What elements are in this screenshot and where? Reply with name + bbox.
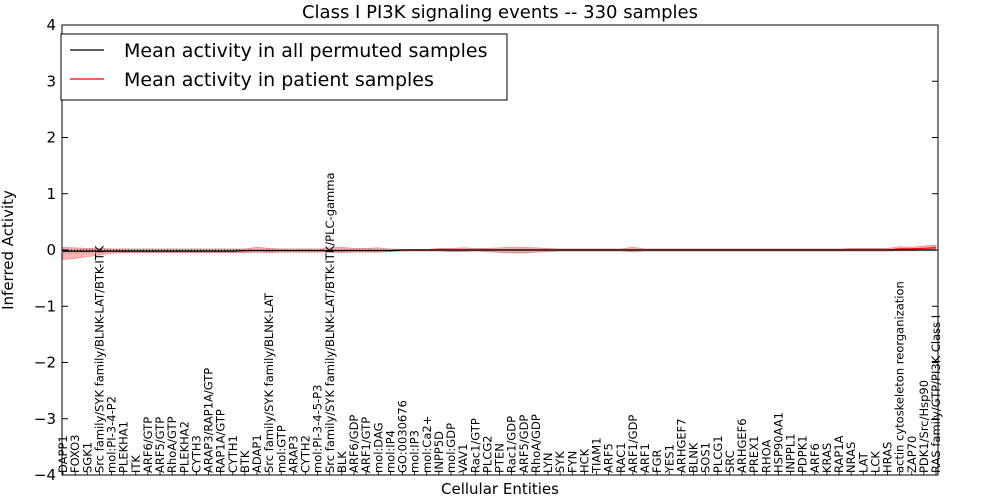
x-tick-label: BLNK bbox=[687, 442, 701, 473]
y-tick-label: 3 bbox=[46, 72, 56, 90]
x-tick-label: Src family/SYK family/BLNK-LAT/BTK-ITK bbox=[92, 245, 106, 473]
y-axis: −4 −3 −2 −1 0 1 2 3 4 bbox=[34, 16, 938, 484]
x-tick-label: PTEN bbox=[493, 443, 507, 473]
x-axis-title: Cellular Entities bbox=[441, 480, 559, 498]
x-tick-label: PLEKHA1 bbox=[117, 421, 131, 473]
y-tick-label: 4 bbox=[46, 16, 56, 34]
x-tick-label: PREX1 bbox=[747, 436, 761, 473]
x-tick-label: ARF6 bbox=[808, 443, 822, 473]
x-tick-label: ARF1/GTP bbox=[359, 417, 373, 473]
x-tick-label: mol:IP4 bbox=[383, 430, 397, 473]
x-tick-label: FGR bbox=[650, 449, 664, 473]
x-tick-label: HCK bbox=[577, 448, 591, 473]
x-tick-label: PLEKHA2 bbox=[177, 421, 191, 473]
x-tick-label: mol:Ca2+ bbox=[420, 416, 434, 473]
x-tick-label: CYTH3 bbox=[189, 435, 203, 473]
x-tick-label: SOS1 bbox=[699, 442, 713, 473]
x-tick-label: Rac1/GTP bbox=[468, 418, 482, 473]
x-tick-label: CYTH1 bbox=[226, 435, 240, 473]
x-tick-label: HRAS bbox=[881, 442, 895, 473]
legend-box bbox=[60, 33, 508, 101]
y-tick-label: −1 bbox=[34, 297, 56, 315]
x-tick-label: ZAP70 bbox=[905, 436, 919, 473]
x-tick-label: ARF6/GTP bbox=[141, 417, 155, 473]
y-tick-label: −3 bbox=[34, 410, 56, 428]
x-tick-label: mol:DAG bbox=[371, 422, 385, 473]
x-tick-label: TIAM1 bbox=[590, 437, 604, 474]
x-tick-label: ARF1/GDP bbox=[626, 415, 640, 473]
y-tick-label: −2 bbox=[34, 354, 56, 372]
x-tick-label: KRAS bbox=[820, 443, 834, 473]
x-tick-label: ARHGEF6 bbox=[735, 418, 749, 473]
x-tick-label: mol:PI-3-4-5-P3 bbox=[311, 385, 325, 473]
y-tick-label: 0 bbox=[46, 241, 56, 259]
x-tick-label: RhoA/GTP bbox=[165, 416, 179, 473]
x-tick-label: FYN bbox=[565, 451, 579, 473]
x-tick-label: RAS family/GTP/PI3K Class I bbox=[929, 315, 943, 473]
x-tick-label: PDPK1 bbox=[796, 435, 810, 473]
legend-label-patient: Mean activity in patient samples bbox=[124, 69, 434, 91]
x-tick-label: RAC1 bbox=[614, 442, 628, 473]
x-tick-label: PLCG2 bbox=[480, 435, 494, 473]
x-tick-label: ARF5/GDP bbox=[517, 415, 531, 473]
x-tick-label: DAPP1 bbox=[56, 435, 70, 473]
x-tick-label: RAP1A/GTP bbox=[214, 409, 228, 473]
legend: Mean activity in all permuted samples Me… bbox=[60, 33, 508, 101]
x-tick-label: PLCG1 bbox=[711, 435, 725, 473]
x-tick-label: NRAS bbox=[844, 442, 858, 473]
x-tick-label: INPPL1 bbox=[784, 433, 798, 473]
x-tick-label: ARAP3/RAP1A/GTP bbox=[202, 368, 216, 473]
x-tick-label: ADAP1 bbox=[250, 434, 264, 473]
x-tick-label: mol:GDP bbox=[444, 423, 458, 473]
x-tick-label: LAT bbox=[856, 451, 870, 473]
x-tick-label: BTK bbox=[238, 450, 252, 473]
x-tick-label: ARF1 bbox=[638, 443, 652, 473]
confidence-bands bbox=[62, 244, 937, 260]
series-line-0 bbox=[63, 249, 936, 252]
x-tick-label: YES1 bbox=[662, 444, 676, 474]
x-tick-label: mol:GTP bbox=[274, 425, 288, 473]
x-tick-label: actin cytoskeleton reorganization bbox=[893, 281, 907, 473]
y-tick-label: 1 bbox=[46, 185, 56, 203]
x-tick-label: SRC bbox=[723, 450, 737, 473]
x-tick-label: ARF5/GTP bbox=[153, 417, 167, 473]
series-lines bbox=[62, 247, 938, 252]
x-tick-label: Src family/SYK family/BLNK-LAT bbox=[262, 292, 276, 473]
x-tick-label: LYN bbox=[541, 452, 555, 473]
x-tick-label: mol:IP3 bbox=[408, 430, 422, 473]
legend-label-permuted: Mean activity in all permuted samples bbox=[124, 40, 487, 62]
x-tick-label: PDK1/Src/Hsp90 bbox=[917, 380, 931, 473]
y-axis-title: Inferred Activity bbox=[0, 190, 17, 310]
x-tick-label: BLK bbox=[335, 451, 349, 473]
x-tick-label: HSP90AA1 bbox=[771, 412, 785, 473]
chart-title: Class I PI3K signaling events -- 330 sam… bbox=[302, 2, 698, 23]
x-tick-label: Src family/SYK family/BLNK-LAT/BTK-ITK/P… bbox=[323, 173, 337, 474]
x-tick-label: mol:PI-3-4-P2 bbox=[105, 396, 119, 473]
x-tick-label: RHOA bbox=[759, 440, 773, 473]
x-tick-label: LCK bbox=[868, 451, 882, 473]
x-tick-label: SYK bbox=[553, 451, 567, 473]
x-tick-label: GO:0030676 bbox=[396, 400, 410, 473]
x-tick-label: ITK bbox=[129, 455, 143, 473]
x-tick-label: RAP1A bbox=[832, 435, 846, 473]
x-tick-label: ARAP3 bbox=[286, 435, 300, 473]
y-tick-label: 2 bbox=[46, 129, 56, 147]
x-tick-label: ARHGEF7 bbox=[674, 418, 688, 473]
x-tick-label: SGK1 bbox=[80, 442, 94, 473]
x-tick-label: RhoA/GDP bbox=[529, 414, 543, 473]
x-tick-label: ARF5 bbox=[602, 443, 616, 473]
x-tick-label: CYTH2 bbox=[299, 435, 313, 473]
x-tick-label: INPP5D bbox=[432, 431, 446, 473]
x-tick-label: FOXO3 bbox=[68, 435, 82, 473]
y-tick-label: −4 bbox=[34, 466, 56, 484]
x-tick-label: ARF6/GDP bbox=[347, 415, 361, 473]
x-tick-label: Rac1/GDP bbox=[505, 416, 519, 473]
x-tick-label: VAV1 bbox=[456, 444, 470, 473]
